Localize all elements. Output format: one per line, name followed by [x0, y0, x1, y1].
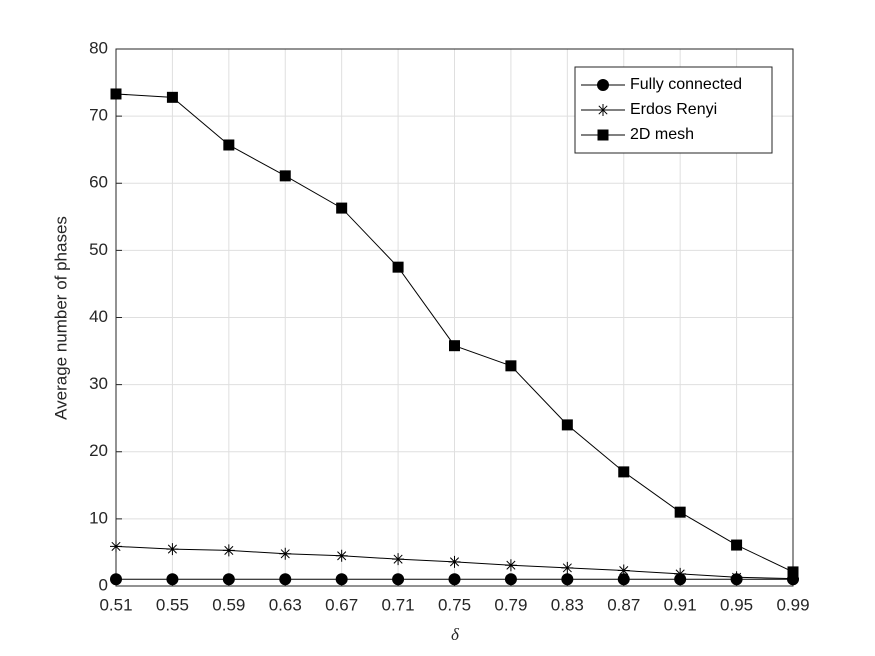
- marker: [504, 559, 517, 572]
- legend-marker: [597, 129, 609, 141]
- marker: [223, 139, 235, 151]
- x-tick-label: 0.95: [720, 595, 753, 614]
- marker: [166, 573, 179, 586]
- marker: [787, 572, 799, 585]
- y-tick-label: 80: [89, 38, 108, 57]
- legend: Fully connected Erdos Renyi 2D mesh: [574, 66, 773, 154]
- marker: [731, 539, 743, 551]
- marker: [336, 202, 348, 214]
- y-axis-label: Average number of phases: [51, 216, 70, 420]
- y-tick-label: 40: [89, 307, 108, 326]
- marker: [730, 571, 743, 584]
- y-tick-label: 50: [89, 240, 108, 259]
- marker: [392, 573, 405, 586]
- marker: [674, 506, 686, 518]
- marker: [561, 561, 574, 574]
- x-tick-label: 0.79: [494, 595, 527, 614]
- legend-marker: [597, 79, 609, 91]
- x-tick-label: 0.59: [212, 595, 245, 614]
- marker: [335, 549, 348, 562]
- y-tick-label: 60: [89, 173, 108, 192]
- y-tick-label: 0: [99, 575, 108, 594]
- marker: [674, 567, 687, 580]
- y-tick-label: 10: [89, 508, 108, 527]
- x-tick-label: 0.51: [99, 595, 132, 614]
- marker: [110, 540, 122, 553]
- marker: [449, 340, 460, 352]
- x-tick-label: 0.75: [438, 595, 471, 614]
- marker: [110, 88, 122, 100]
- x-tick-label: 0.71: [382, 595, 415, 614]
- legend-label: Erdos Renyi: [630, 101, 717, 118]
- marker: [561, 419, 573, 431]
- marker: [166, 91, 178, 103]
- legend-label: Fully connected: [630, 76, 742, 93]
- marker: [392, 553, 405, 566]
- x-tick-label: 0.91: [664, 595, 697, 614]
- axes-box: [115, 48, 794, 587]
- marker: [787, 566, 799, 578]
- marker: [222, 573, 235, 586]
- marker: [110, 573, 122, 586]
- x-tick-label: 0.67: [325, 595, 358, 614]
- marker: [561, 573, 574, 586]
- marker: [166, 543, 179, 556]
- marker: [505, 360, 517, 372]
- marker: [279, 170, 291, 182]
- y-tick-label: 70: [89, 106, 108, 125]
- x-axis-label: δ: [451, 625, 460, 644]
- x-tick-label: 0.63: [269, 595, 302, 614]
- marker: [392, 261, 404, 273]
- x-tick-label: 0.99: [776, 595, 809, 614]
- marker: [279, 547, 292, 560]
- marker: [335, 573, 348, 586]
- x-tick-label: 0.87: [607, 595, 640, 614]
- y-tick-label: 30: [89, 374, 108, 393]
- legend-marker: [597, 104, 609, 116]
- legend-label: 2D mesh: [630, 126, 694, 143]
- marker: [279, 573, 292, 586]
- marker: [504, 573, 517, 586]
- marker: [618, 466, 630, 478]
- y-tick-label: 20: [89, 441, 108, 460]
- marker: [617, 573, 630, 586]
- marker: [617, 564, 630, 577]
- marker: [448, 555, 461, 568]
- marker: [448, 573, 461, 586]
- x-tick-label: 0.55: [156, 595, 189, 614]
- marker: [222, 544, 235, 557]
- x-tick-label: 0.83: [551, 595, 584, 614]
